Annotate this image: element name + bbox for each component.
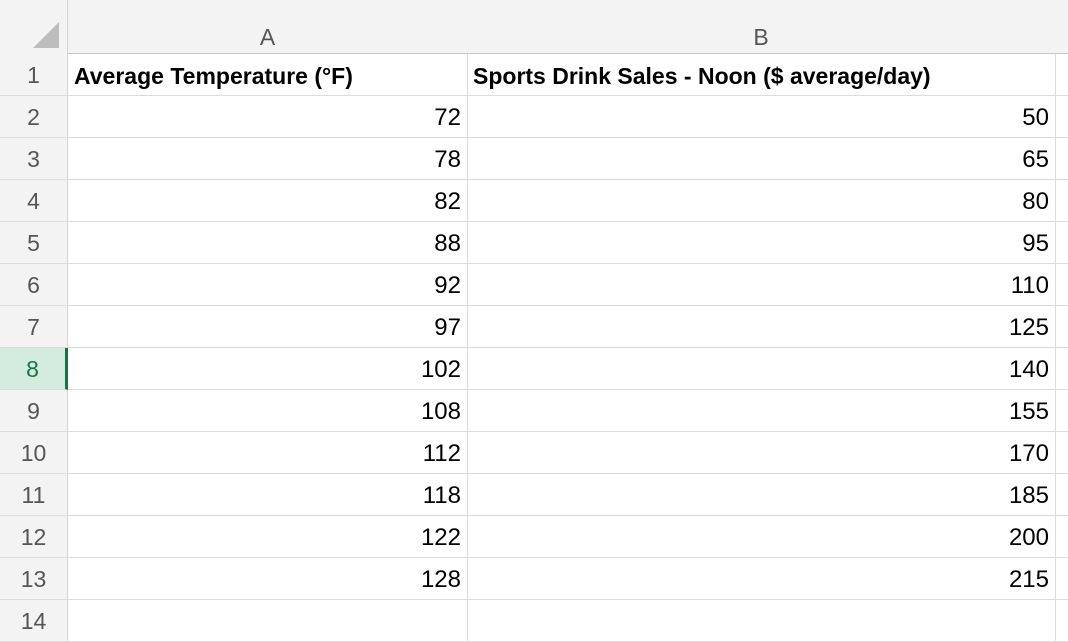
cell-b3[interactable]: 65: [467, 138, 1056, 180]
cell-c9[interactable]: [1055, 390, 1068, 432]
cell-c3[interactable]: [1055, 138, 1068, 180]
row-header-7[interactable]: 7: [0, 306, 68, 348]
cell-a1[interactable]: Average Temperature (°F): [68, 54, 468, 96]
cell-a9[interactable]: 108: [68, 390, 468, 432]
row-header-8[interactable]: 8: [0, 348, 68, 390]
cell-c5[interactable]: [1055, 222, 1068, 264]
cell-b13[interactable]: 215: [467, 558, 1056, 600]
column-header-c[interactable]: [1055, 0, 1068, 54]
cell-c8[interactable]: [1055, 348, 1068, 390]
row-header-3[interactable]: 3: [0, 138, 68, 180]
row-header-4[interactable]: 4: [0, 180, 68, 222]
row-header-5[interactable]: 5: [0, 222, 68, 264]
cell-a8[interactable]: 102: [68, 348, 468, 390]
cell-c14[interactable]: [1055, 600, 1068, 642]
row-header-11[interactable]: 11: [0, 474, 68, 516]
cell-a4[interactable]: 82: [68, 180, 468, 222]
cell-a7[interactable]: 97: [68, 306, 468, 348]
cell-b8[interactable]: 140: [467, 348, 1056, 390]
cell-c7[interactable]: [1055, 306, 1068, 348]
cell-c13[interactable]: [1055, 558, 1068, 600]
cell-b6[interactable]: 110: [467, 264, 1056, 306]
cell-b4[interactable]: 80: [467, 180, 1056, 222]
cell-a13[interactable]: 128: [68, 558, 468, 600]
cell-b14[interactable]: [467, 600, 1056, 642]
cell-a14[interactable]: [68, 600, 468, 642]
column-header-a[interactable]: A: [68, 0, 468, 54]
cell-c12[interactable]: [1055, 516, 1068, 558]
cell-b2[interactable]: 50: [467, 96, 1056, 138]
row-header-12[interactable]: 12: [0, 516, 68, 558]
row-header-9[interactable]: 9: [0, 390, 68, 432]
column-header-b[interactable]: B: [467, 0, 1056, 54]
row-header-10[interactable]: 10: [0, 432, 68, 474]
cell-a11[interactable]: 118: [68, 474, 468, 516]
row-header-14[interactable]: 14: [0, 600, 68, 642]
cell-a6[interactable]: 92: [68, 264, 468, 306]
row-header-2[interactable]: 2: [0, 96, 68, 138]
cell-c2[interactable]: [1055, 96, 1068, 138]
cell-a2[interactable]: 72: [68, 96, 468, 138]
cell-c1[interactable]: [1055, 54, 1068, 96]
cell-c11[interactable]: [1055, 474, 1068, 516]
row-header-13[interactable]: 13: [0, 558, 68, 600]
cell-a5[interactable]: 88: [68, 222, 468, 264]
select-all-triangle-icon: [33, 22, 59, 48]
cell-c6[interactable]: [1055, 264, 1068, 306]
cell-c4[interactable]: [1055, 180, 1068, 222]
cell-b12[interactable]: 200: [467, 516, 1056, 558]
cell-b10[interactable]: 170: [467, 432, 1056, 474]
cell-a3[interactable]: 78: [68, 138, 468, 180]
select-all-button[interactable]: [0, 0, 68, 55]
cell-b1[interactable]: Sports Drink Sales - Noon ($ average/day…: [467, 54, 1056, 96]
cell-b9[interactable]: 155: [467, 390, 1056, 432]
row-header-1[interactable]: 1: [0, 54, 68, 96]
cell-c10[interactable]: [1055, 432, 1068, 474]
cell-a12[interactable]: 122: [68, 516, 468, 558]
cell-b7[interactable]: 125: [467, 306, 1056, 348]
cell-b5[interactable]: 95: [467, 222, 1056, 264]
row-header-6[interactable]: 6: [0, 264, 68, 306]
cell-b11[interactable]: 185: [467, 474, 1056, 516]
cell-a10[interactable]: 112: [68, 432, 468, 474]
